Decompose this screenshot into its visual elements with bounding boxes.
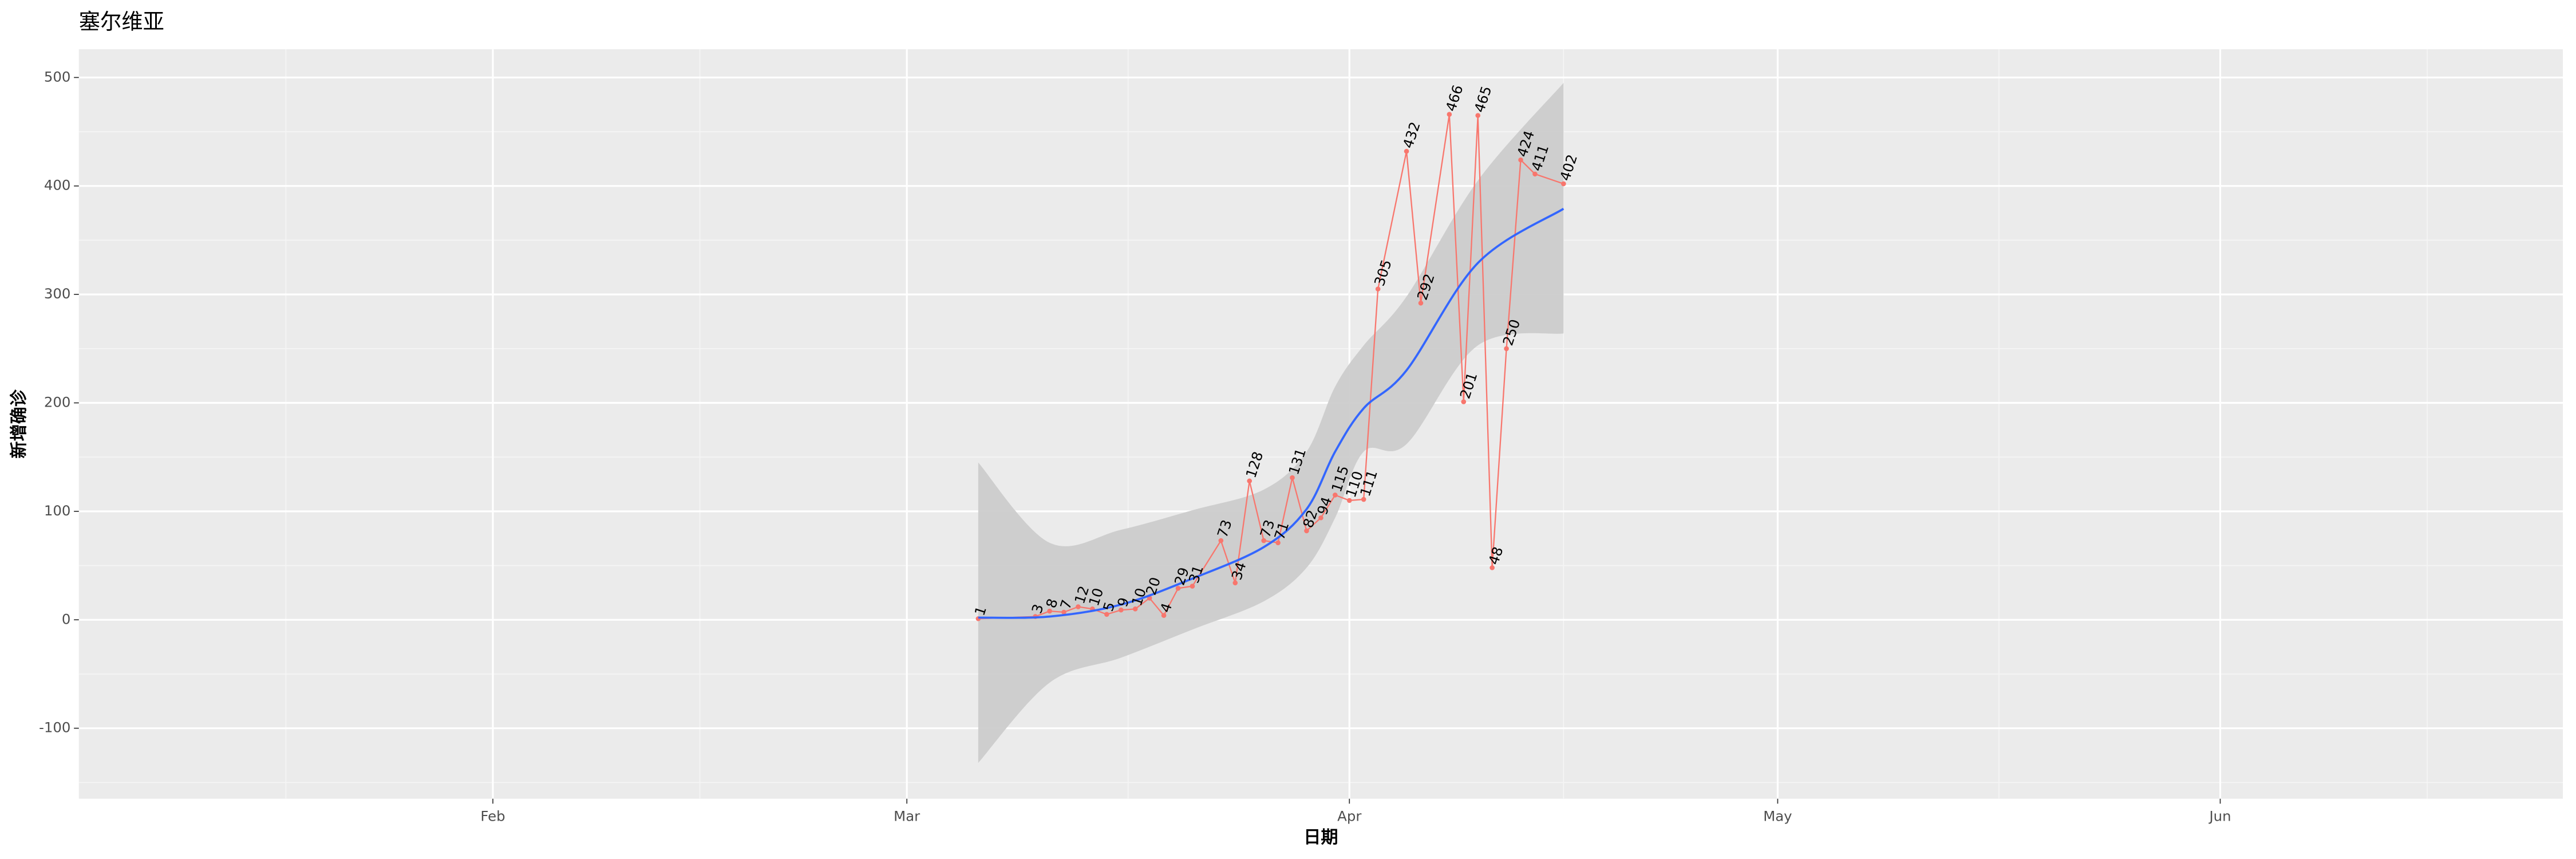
x-tick-label: Feb — [480, 807, 505, 824]
data-point — [1532, 171, 1538, 177]
data-point — [1132, 606, 1138, 612]
x-axis-title: 日期 — [1303, 828, 1338, 848]
data-point — [1076, 604, 1081, 609]
data-point — [1304, 528, 1309, 534]
data-point — [1346, 498, 1352, 503]
data-point — [1118, 607, 1124, 613]
smooth-line — [978, 207, 1564, 619]
data-point — [1290, 475, 1295, 480]
y-tick-label: 400 — [44, 177, 71, 194]
data-point — [1261, 538, 1266, 543]
data-point — [1518, 157, 1523, 163]
data-point — [1104, 612, 1109, 617]
data-point — [1275, 540, 1281, 546]
data-point — [1161, 613, 1167, 618]
data-point — [1490, 565, 1495, 570]
y-tick-label: 0 — [62, 610, 71, 627]
data-point — [1404, 148, 1409, 154]
grid — [78, 49, 2563, 799]
data-point — [1218, 538, 1224, 543]
data-point — [1061, 609, 1066, 615]
data-point — [1361, 497, 1366, 502]
data-point — [1475, 113, 1481, 118]
confidence-band — [978, 82, 1564, 763]
y-tick-label: 200 — [44, 393, 71, 410]
data-point — [1247, 478, 1253, 484]
data-point — [1333, 492, 1338, 498]
data-point — [1447, 112, 1452, 117]
data-point — [1047, 608, 1052, 614]
data-point — [1418, 300, 1424, 306]
data-point — [1461, 399, 1467, 404]
data-point — [1375, 286, 1381, 291]
y-axis-title: 新增确诊 — [9, 389, 29, 458]
data-point — [1561, 181, 1566, 187]
data-point — [1175, 586, 1181, 591]
data-point — [1232, 580, 1238, 586]
data-point — [1318, 515, 1323, 521]
y-tick-label: 500 — [44, 68, 71, 85]
x-tick-label: Jun — [2208, 807, 2231, 824]
y-tick-label: 100 — [44, 502, 71, 519]
y-tick-label: -100 — [39, 719, 70, 736]
chart-title: 塞尔维亚 — [79, 9, 164, 34]
y-tick-label: 300 — [44, 285, 71, 302]
x-tick-label: May — [1763, 807, 1792, 824]
x-tick-label: Apr — [1337, 807, 1362, 824]
data-point — [1504, 346, 1509, 352]
data-point — [1190, 584, 1195, 589]
x-tick-label: Mar — [894, 807, 920, 824]
